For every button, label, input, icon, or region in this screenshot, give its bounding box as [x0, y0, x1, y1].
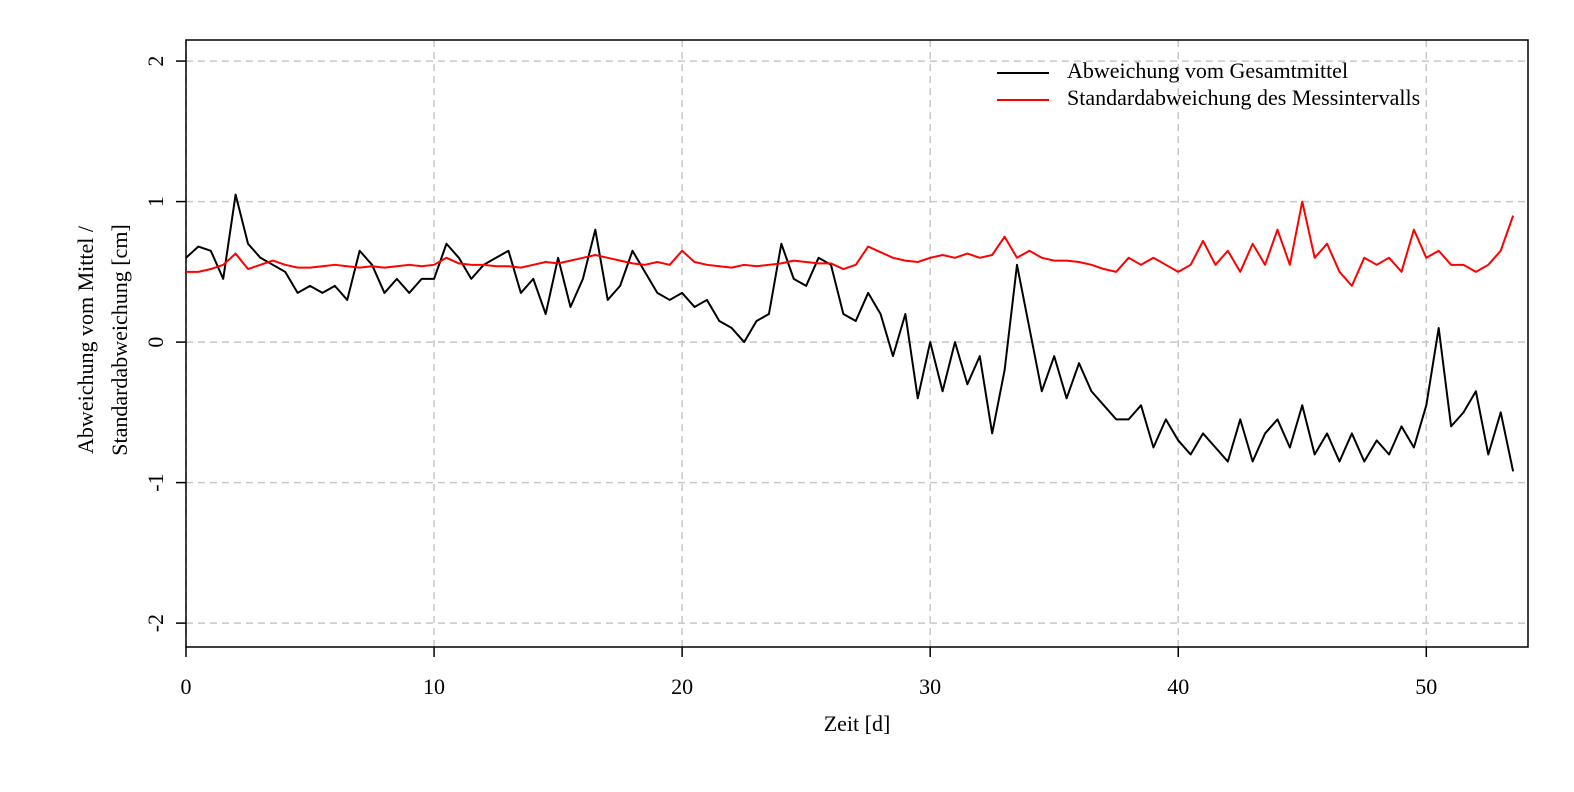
- x-tick-label: 40: [1167, 674, 1189, 699]
- legend-label: Standardabweichung des Messintervalls: [1067, 85, 1420, 110]
- y-tick-label: -2: [143, 614, 168, 632]
- legend-label: Abweichung vom Gesamtmittel: [1067, 58, 1348, 83]
- y-tick-label: 2: [143, 56, 168, 67]
- y-tick-label: -1: [143, 473, 168, 491]
- y-tick-label: 0: [143, 337, 168, 348]
- x-tick-label: 10: [423, 674, 445, 699]
- plot-frame: [185, 39, 1529, 648]
- y-axis-label: Standardabweichung [cm]: [107, 224, 132, 456]
- y-tick-label: 1: [143, 196, 168, 207]
- series-line: [185, 193, 1515, 472]
- series-line: [186, 200, 1515, 287]
- x-axis-label: Zeit [d]: [824, 711, 891, 736]
- x-tick-label: 20: [671, 674, 693, 699]
- y-axis-label: Abweichung vom Mittel /: [73, 225, 98, 454]
- x-tick-label: 0: [181, 674, 192, 699]
- x-tick-label: 50: [1415, 674, 1437, 699]
- x-tick-label: 30: [919, 674, 941, 699]
